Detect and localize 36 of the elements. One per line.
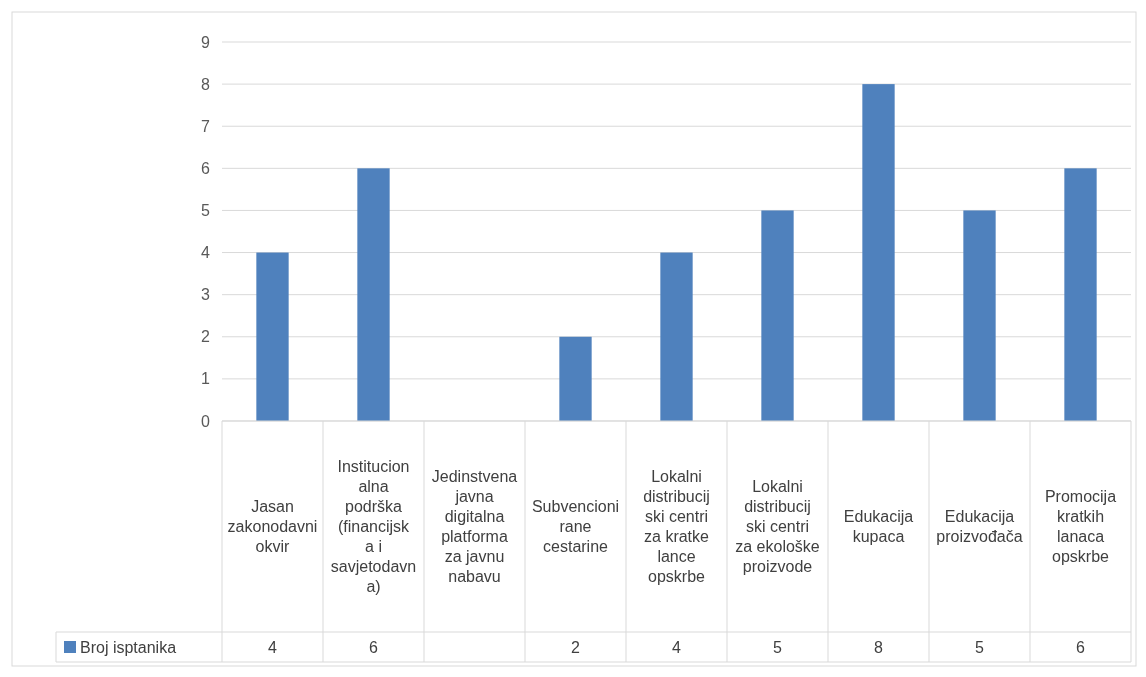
- x-tick-label: Institucionalna podrška (financijska i savjetodavna): [330, 458, 417, 596]
- x-tick-label: Lokalni distribucijski centri za kratke lance opskrbe: [643, 468, 710, 586]
- bar: [256, 252, 289, 421]
- y-tick-label: 2: [201, 328, 211, 346]
- legend-label: Broj isptanika: [80, 638, 177, 656]
- bar: [357, 168, 390, 421]
- data-label: 6: [369, 638, 379, 656]
- bar: [862, 84, 895, 421]
- data-label: 5: [975, 638, 985, 656]
- y-tick-label: 1: [201, 370, 211, 388]
- y-tick-label: 6: [201, 159, 211, 177]
- y-tick-label: 7: [201, 117, 211, 135]
- x-tick-label: Subvencionirane cestarine: [531, 498, 620, 556]
- data-label: 2: [571, 638, 581, 656]
- x-tick-label: Edukacija kupaca: [843, 508, 914, 546]
- bar: [761, 210, 794, 421]
- x-tick-label: Promocija kratkih lanaca opskrbe: [1044, 488, 1117, 566]
- x-tick-label: Jasan zakonodavni okvir: [227, 498, 318, 556]
- x-tick-label: Jedinstvena javna digitalna platforma za javnu nabavu: [431, 468, 518, 586]
- bar: [559, 336, 592, 421]
- y-tick-label: 4: [201, 244, 211, 262]
- data-label: 6: [1076, 638, 1086, 656]
- data-label: 4: [268, 638, 278, 656]
- y-tick-label: 8: [201, 75, 211, 93]
- y-tick-label: 3: [201, 286, 211, 304]
- bar: [963, 210, 996, 421]
- bar: [1064, 168, 1097, 421]
- data-label: 5: [773, 638, 783, 656]
- y-tick-label: 9: [201, 33, 211, 51]
- y-tick-label: 0: [201, 412, 211, 430]
- data-label: 8: [874, 638, 884, 656]
- data-label: 4: [672, 638, 682, 656]
- y-tick-label: 5: [201, 202, 211, 220]
- bar: [660, 252, 693, 421]
- x-tick-label: Edukacija proizvođača: [936, 508, 1023, 546]
- x-tick-label: Lokalni distribucijski centri za ekološke proizvode: [735, 478, 820, 576]
